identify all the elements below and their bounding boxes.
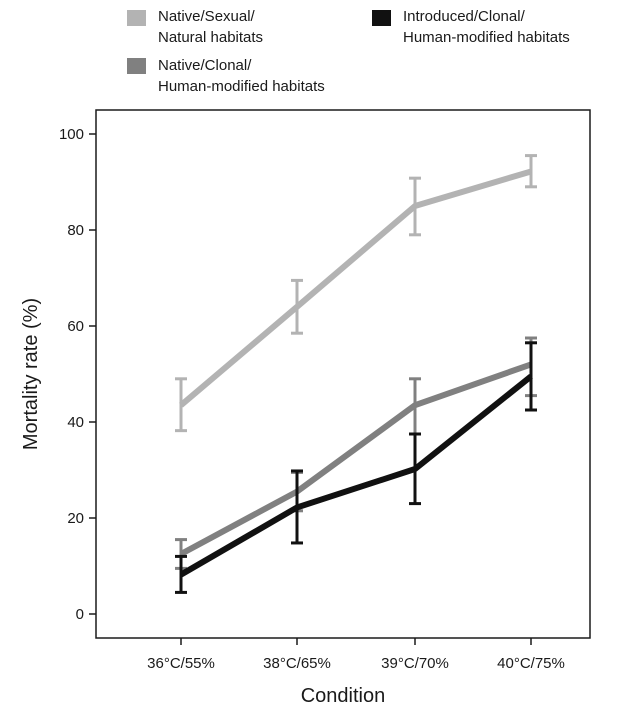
y-tick-label: 80 — [67, 222, 84, 239]
y-tick-label: 0 — [76, 606, 84, 623]
legend-swatch — [372, 10, 391, 26]
legend-label: Introduced/Clonal/ — [403, 8, 526, 25]
legend-item: Introduced/Clonal/Human-modified habitat… — [372, 8, 570, 46]
y-tick-label: 60 — [67, 318, 84, 335]
legend: Native/Sexual/Natural habitats Native/Clo… — [127, 8, 570, 95]
error-bar — [525, 154, 537, 189]
x-axis: 36°C/55% 38°C/65% 39°C/70% 40°C/75% — [147, 638, 565, 672]
legend-swatch — [127, 10, 146, 26]
y-tick-label: 100 — [59, 126, 84, 143]
legend-label: Native/Clonal/ — [158, 57, 252, 74]
series-3 — [175, 341, 537, 594]
series-1 — [175, 154, 537, 433]
series-line — [179, 361, 532, 557]
series-line — [179, 168, 532, 408]
legend-swatch — [127, 58, 146, 74]
series-2 — [175, 336, 537, 570]
series-line — [179, 374, 533, 578]
legend-item: Native/Sexual/Natural habitats — [127, 8, 263, 46]
x-tick-label: 38°C/65% — [263, 655, 331, 672]
y-axis-title: Mortality rate (%) — [20, 298, 42, 450]
legend-label: Native/Sexual/ — [158, 8, 256, 25]
x-tick-label: 36°C/55% — [147, 655, 215, 672]
x-tick-label: 39°C/70% — [381, 655, 449, 672]
y-tick-label: 20 — [67, 510, 84, 527]
legend-label: Human-modified habitats — [403, 29, 570, 46]
legend-item: Native/Clonal/Human-modified habitats — [127, 57, 325, 95]
y-axis: 0 20 40 60 80 100 — [59, 126, 96, 623]
x-axis-title: Condition — [301, 685, 386, 707]
y-tick-label: 40 — [67, 414, 84, 431]
plot-frame — [95, 109, 591, 639]
legend-label: Natural habitats — [158, 29, 263, 46]
legend-label: Human-modified habitats — [158, 78, 325, 95]
x-tick-label: 40°C/75% — [497, 655, 565, 672]
series-layer — [175, 154, 537, 594]
